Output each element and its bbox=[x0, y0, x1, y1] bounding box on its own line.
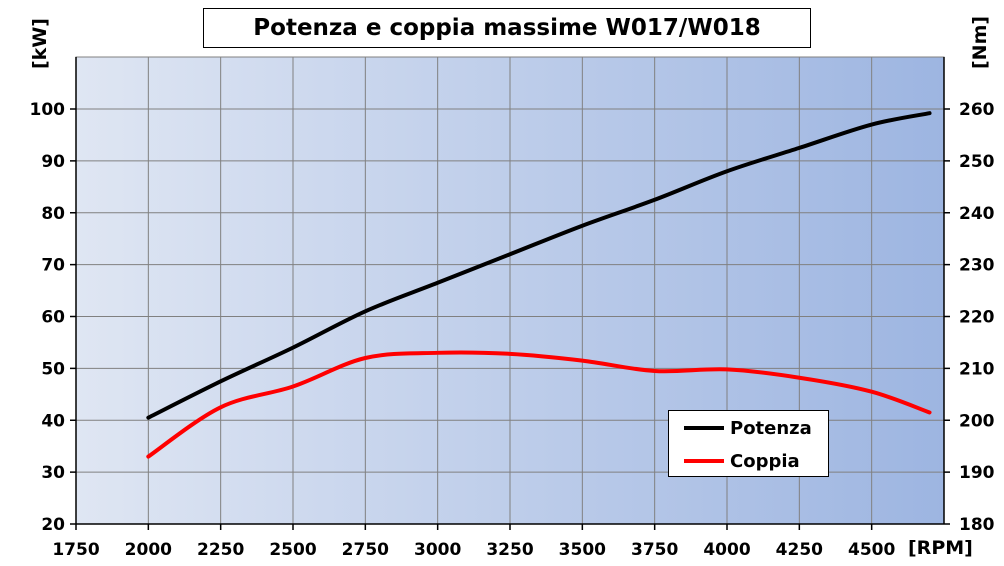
right-tick-label-240: 240 bbox=[959, 204, 995, 224]
x-tick-label-3250: 3250 bbox=[486, 540, 533, 560]
x-tick-label-2750: 2750 bbox=[342, 540, 389, 560]
legend-label-coppia: Coppia bbox=[730, 450, 800, 472]
axes bbox=[70, 57, 950, 530]
x-axis-unit: [RPM] bbox=[908, 537, 973, 559]
right-axis-unit: [Nm] bbox=[969, 15, 991, 69]
chart-title: Potenza e coppia massime W017/W018 bbox=[203, 8, 811, 48]
series-line-potenza bbox=[146, 111, 932, 420]
legend: Potenza Coppia bbox=[668, 410, 829, 477]
left-axis-unit: [kW] bbox=[29, 18, 51, 69]
x-tick-label-2000: 2000 bbox=[125, 540, 172, 560]
right-tick-label-230: 230 bbox=[959, 256, 995, 276]
tick-labels: 20 30 40 50 60 70 80 90 100 180 190 200 210 220 230 240… bbox=[30, 100, 995, 560]
x-tick-label-1750: 1750 bbox=[52, 540, 99, 560]
legend-swatch-coppia bbox=[684, 459, 724, 463]
left-tick-label-100: 100 bbox=[30, 100, 66, 120]
legend-label-potenza: Potenza bbox=[730, 417, 812, 439]
left-tick-label-90: 90 bbox=[41, 152, 65, 172]
x-tick-label-3750: 3750 bbox=[631, 540, 678, 560]
right-tick-label-180: 180 bbox=[959, 515, 995, 535]
x-tick-label-4500: 4500 bbox=[848, 540, 895, 560]
x-tick-label-3500: 3500 bbox=[559, 540, 606, 560]
x-tick-label-3000: 3000 bbox=[414, 540, 461, 560]
x-tick-label-4000: 4000 bbox=[703, 540, 750, 560]
x-tick-label-2250: 2250 bbox=[197, 540, 244, 560]
left-tick-label-70: 70 bbox=[41, 256, 65, 276]
right-tick-label-190: 190 bbox=[959, 463, 995, 483]
right-tick-label-260: 260 bbox=[959, 100, 995, 120]
x-tick-label-2500: 2500 bbox=[269, 540, 316, 560]
series-layer bbox=[146, 111, 932, 459]
legend-swatch-potenza bbox=[684, 426, 724, 430]
series-line-coppia bbox=[146, 350, 932, 459]
legend-item-potenza: Potenza bbox=[669, 413, 812, 443]
left-tick-label-80: 80 bbox=[41, 204, 65, 224]
right-tick-label-220: 220 bbox=[959, 308, 995, 328]
left-tick-label-50: 50 bbox=[41, 359, 65, 379]
right-tick-label-250: 250 bbox=[959, 152, 995, 172]
legend-item-coppia: Coppia bbox=[669, 446, 800, 476]
left-tick-label-40: 40 bbox=[41, 411, 65, 431]
right-tick-label-200: 200 bbox=[959, 411, 995, 431]
left-tick-label-20: 20 bbox=[41, 515, 65, 535]
left-tick-label-60: 60 bbox=[41, 308, 65, 328]
x-tick-label-4250: 4250 bbox=[776, 540, 823, 560]
right-tick-label-210: 210 bbox=[959, 359, 995, 379]
grid bbox=[76, 57, 944, 524]
left-tick-label-30: 30 bbox=[41, 463, 65, 483]
